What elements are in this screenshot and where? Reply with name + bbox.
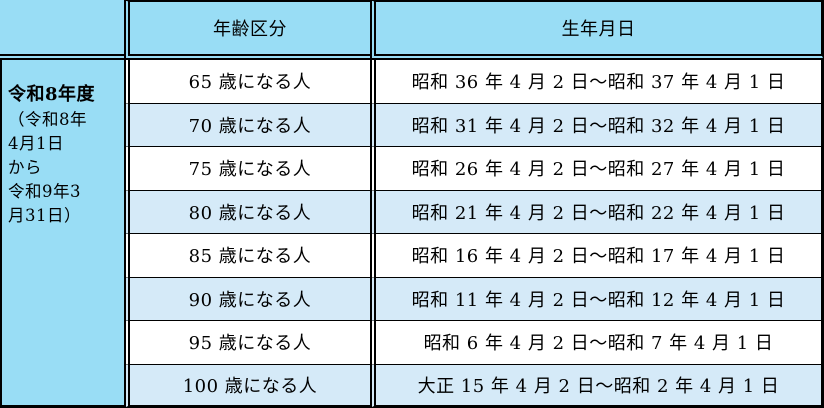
age-cell: 95 歳になる人 [124,321,370,365]
birthdate-cell: 昭和 21 年 4 月 2 日～昭和 22 年 4 月 1 日 [370,190,824,234]
age-cell: 85 歳になる人 [124,234,370,278]
birthdate-cell: 大正 15 年 4 月 2 日～昭和 2 年 4 月 1 日 [370,364,824,408]
age-cell: 90 歳になる人 [124,277,370,321]
age-column-header: 年齢区分 [124,0,370,60]
fiscal-year-range: （令和8年 4月1日 から 令和9年3 月31日） [8,110,87,225]
birthdate-cell: 昭和 11 年 4 月 2 日～昭和 12 年 4 月 1 日 [370,277,824,321]
birthdate-cell: 昭和 36 年 4 月 2 日～昭和 37 年 4 月 1 日 [370,60,824,104]
age-cell: 100 歳になる人 [124,364,370,408]
age-cell: 80 歳になる人 [124,190,370,234]
birth-column-header: 生年月日 [370,0,824,60]
birthdate-cell: 昭和 26 年 4 月 2 日～昭和 27 年 4 月 1 日 [370,147,824,191]
age-cell: 65 歳になる人 [124,60,370,104]
birthdate-cell: 昭和 31 年 4 月 2 日～昭和 32 年 4 月 1 日 [370,103,824,147]
birthdate-cell: 昭和 6 年 4 月 2 日～昭和 7 年 4 月 1 日 [370,321,824,365]
corner-cell [0,0,124,60]
fiscal-year-title: 令和8年度 [8,84,96,105]
age-cell: 75 歳になる人 [124,147,370,191]
birthdate-cell: 昭和 16 年 4 月 2 日～昭和 17 年 4 月 1 日 [370,234,824,278]
fiscal-year-cell: 令和8年度 （令和8年 4月1日 から 令和9年3 月31日） [0,60,124,408]
age-cell: 70 歳になる人 [124,103,370,147]
